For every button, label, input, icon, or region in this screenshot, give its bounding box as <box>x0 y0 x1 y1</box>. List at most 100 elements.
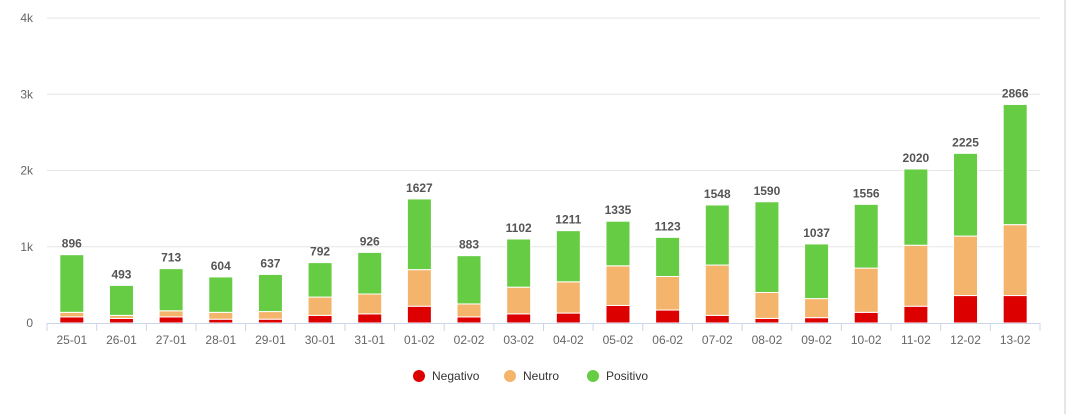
bar-segment-negativo <box>903 305 929 324</box>
bar-segment-negativo <box>655 309 681 324</box>
legend-item-positivo[interactable]: Positivo <box>587 369 648 383</box>
bar-segment-positivo <box>357 251 383 295</box>
bar-segment-positivo <box>804 243 830 300</box>
bar-segment-neutro <box>804 298 830 319</box>
x-tick-label: 03-02 <box>503 333 534 347</box>
bar-segment-positivo <box>158 268 184 312</box>
total-label: 1102 <box>506 221 532 235</box>
bar-segment-neutro <box>59 311 85 318</box>
total-label: 1590 <box>754 184 781 198</box>
total-label: 493 <box>111 267 131 281</box>
bar-segment-negativo <box>257 318 283 324</box>
x-tick-label: 30-01 <box>305 333 336 347</box>
x-tick-label: 26-01 <box>106 333 137 347</box>
total-label: 2866 <box>1002 86 1029 100</box>
total-label: 1037 <box>803 226 830 240</box>
bar-segment-neutro <box>357 293 383 315</box>
gridlines <box>47 17 1040 248</box>
x-tick-label: 07-02 <box>702 333 733 347</box>
bar-segment-negativo <box>605 304 631 324</box>
bar-segment-positivo <box>1002 103 1028 226</box>
total-label: 713 <box>161 251 181 265</box>
legend-label: Neutro <box>523 369 559 383</box>
legend-item-neutro[interactable]: Neutro <box>504 369 559 383</box>
bar-segment-positivo <box>655 236 681 277</box>
total-label: 2020 <box>903 151 930 165</box>
x-tick-label: 04-02 <box>553 333 584 347</box>
bar-segment-negativo <box>754 317 780 324</box>
total-label: 1548 <box>704 187 731 201</box>
total-label: 926 <box>360 234 380 248</box>
bar-segment-negativo <box>307 314 333 324</box>
legend-marker <box>587 370 599 382</box>
x-tick-label: 05-02 <box>603 333 634 347</box>
bar-segment-positivo <box>59 254 85 313</box>
bar-segment-positivo <box>257 273 283 313</box>
bar-segment-positivo <box>605 220 631 267</box>
legend-item-negativo[interactable]: Negativo <box>413 369 480 383</box>
legend-label: Positivo <box>606 369 648 383</box>
total-label: 1627 <box>406 181 433 195</box>
x-tick-label: 09-02 <box>801 333 832 347</box>
bar-segment-positivo <box>108 284 134 316</box>
bar-segment-neutro <box>605 265 631 306</box>
bar-segment-neutro <box>257 311 283 320</box>
bar-segment-negativo <box>853 311 879 324</box>
total-label: 896 <box>62 237 82 251</box>
bar-segment-positivo <box>555 230 581 283</box>
bar-segment-neutro <box>456 303 482 318</box>
bar-segment-positivo <box>307 262 333 298</box>
bar-segment-negativo <box>1002 295 1028 324</box>
bar-segment-neutro <box>307 296 333 316</box>
y-tick-label: 3k <box>20 87 34 101</box>
total-label: 604 <box>211 259 231 273</box>
y-tick-label: 2k <box>20 164 34 178</box>
bar-segment-positivo <box>903 168 929 246</box>
x-tick-label: 13-02 <box>1000 333 1031 347</box>
total-label: 2225 <box>952 135 979 149</box>
x-tick-label: 25-01 <box>56 333 87 347</box>
bar-segment-positivo <box>953 152 979 237</box>
bar-segment-neutro <box>953 235 979 297</box>
y-tick-label: 1k <box>20 240 34 254</box>
bar-segment-negativo <box>804 317 830 324</box>
bar-segment-neutro <box>506 286 532 315</box>
total-label: 883 <box>459 238 479 252</box>
bar-segment-negativo <box>357 313 383 324</box>
bar-segment-neutro <box>406 269 432 307</box>
bar-segment-negativo <box>704 314 730 324</box>
x-tick-label: 11-02 <box>901 333 931 347</box>
chart-right-border <box>1064 0 1066 414</box>
total-label: 1556 <box>853 186 880 200</box>
bar-segment-neutro <box>704 264 730 316</box>
legend-label: Negativo <box>432 369 480 383</box>
bar-segment-positivo <box>704 204 730 266</box>
bar-segment-negativo <box>953 295 979 324</box>
x-tick-label: 06-02 <box>652 333 683 347</box>
x-tick-label: 31-01 <box>354 333 385 347</box>
legend-marker <box>504 370 516 382</box>
x-tick-label: 12-02 <box>950 333 981 347</box>
bar-segment-negativo <box>108 317 134 324</box>
bar-segment-positivo <box>506 238 532 288</box>
total-label: 1211 <box>555 213 581 227</box>
total-label: 1123 <box>655 219 681 233</box>
y-tick-label: 0 <box>26 316 33 330</box>
y-tick-label: 4k <box>20 11 34 25</box>
total-label: 792 <box>310 245 330 259</box>
total-labels: 896 493 713 604 637 792 926 1627 883 1102 1211 1335… <box>62 86 1029 281</box>
bar-segment-negativo <box>406 305 432 324</box>
bar-segment-positivo <box>208 276 234 313</box>
bar-segment-negativo <box>506 313 532 324</box>
bar-segment-positivo <box>853 203 879 269</box>
bar-segment-neutro <box>208 311 234 320</box>
bar-segment-positivo <box>754 201 780 293</box>
total-label: 637 <box>260 256 280 270</box>
total-label: 1335 <box>605 203 632 217</box>
bar-segment-negativo <box>555 312 581 324</box>
legend[interactable]: Negativo Neutro Positivo <box>413 369 648 383</box>
bar-segment-negativo <box>456 316 482 324</box>
x-tick-label: 10-02 <box>851 333 882 347</box>
x-tick-label: 27-01 <box>156 333 187 347</box>
x-tick-label: 28-01 <box>205 333 236 347</box>
